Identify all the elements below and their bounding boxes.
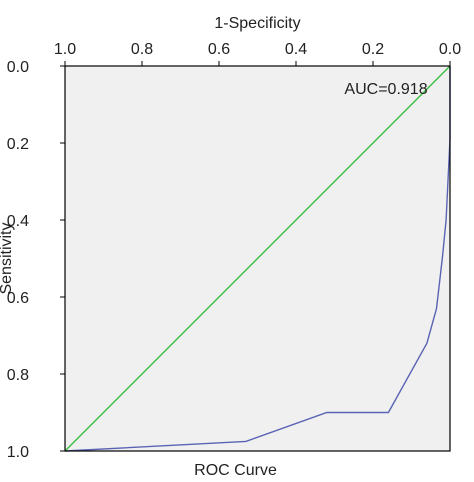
x-axis-title: 1-Specificity xyxy=(214,15,300,32)
y-axis-title: Sensitivity xyxy=(0,222,15,294)
axis-ticks xyxy=(60,61,451,452)
x-tick-label: 0.2 xyxy=(362,41,384,58)
roc-curve-line xyxy=(64,66,451,452)
x-tick-label: 0.6 xyxy=(208,41,230,58)
y-tick-label: 0.0 xyxy=(7,59,29,76)
auc-annotation: AUC=0.918 xyxy=(344,81,427,98)
chart-title: ROC Curve xyxy=(194,462,277,479)
y-tick-label: 0.8 xyxy=(7,367,29,384)
y-tick-label: 0.2 xyxy=(7,136,29,153)
x-tick-label: 1.0 xyxy=(54,41,76,58)
reference-diagonal-line xyxy=(64,65,451,452)
plot-frame xyxy=(64,65,451,452)
y-tick-label: 0.4 xyxy=(7,213,29,230)
x-tick-label: 0.0 xyxy=(439,41,461,58)
series-lines xyxy=(64,65,451,452)
y-tick-label: 0.6 xyxy=(7,290,29,307)
x-tick-label: 0.8 xyxy=(131,41,153,58)
y-tick-label: 1.0 xyxy=(7,444,29,461)
text-labels: 0.0 0.2 0.4 0.6 0.8 1.0 0.0 0.2 0.4 0.6 0.8 1.0 1-Sp… xyxy=(0,15,461,479)
x-tick-label: 0.4 xyxy=(285,41,307,58)
